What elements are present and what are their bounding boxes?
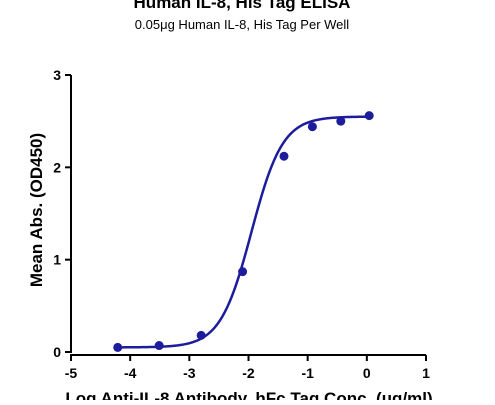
axes: 0 1 2 3 -5 -4 -3 -2 -1 0 1 (53, 67, 430, 381)
data-point (196, 330, 206, 340)
x-axis-title: Log Anti-IL-8 Antibody, hFc Tag Conc. (μ… (65, 389, 432, 400)
y-tick-label: 2 (53, 159, 61, 175)
data-point (113, 342, 123, 352)
data-points (113, 111, 374, 352)
data-point (336, 116, 346, 126)
fit-curve (117, 115, 370, 349)
chart-subtitle: 0.05μg Human IL-8, His Tag Per Well (135, 17, 349, 32)
data-point (279, 151, 289, 161)
x-tick-label: 1 (422, 365, 430, 381)
data-point (238, 267, 248, 277)
x-tick-label: -3 (183, 365, 196, 381)
y-axis-title: Mean Abs. (OD450) (27, 133, 46, 287)
y-tick-label: 1 (53, 252, 61, 268)
x-tick-label: -4 (124, 365, 137, 381)
data-point (364, 111, 374, 121)
chart-title: Human IL-8, His Tag ELISA (134, 0, 351, 12)
y-tick-label: 3 (53, 67, 61, 83)
x-tick-label: -1 (301, 365, 314, 381)
x-tick-label: 0 (363, 365, 371, 381)
data-point (154, 341, 164, 351)
x-tick-label: -2 (242, 365, 255, 381)
data-point (307, 122, 317, 132)
y-tick-label: 0 (53, 344, 61, 360)
x-tick-label: -5 (65, 365, 78, 381)
